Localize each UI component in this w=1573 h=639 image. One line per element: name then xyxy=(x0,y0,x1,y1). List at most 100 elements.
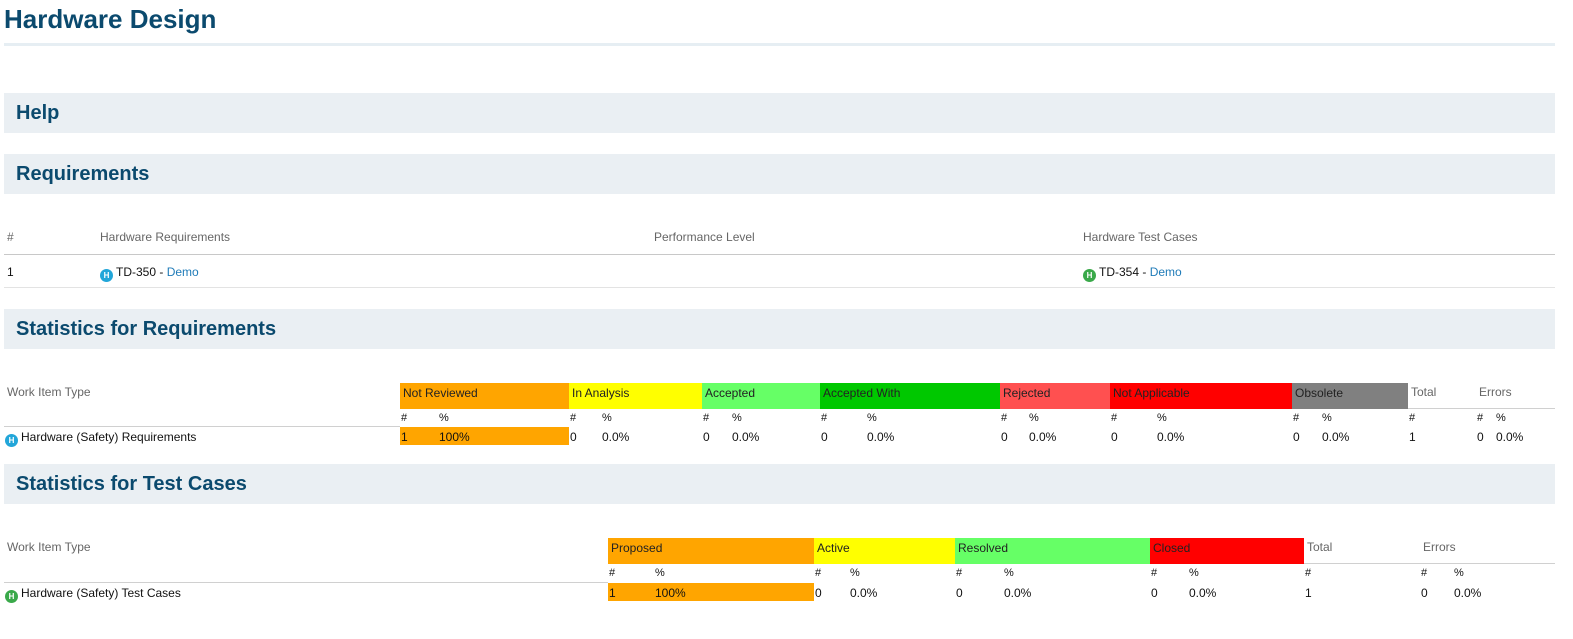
hardware-requirement-icon: H xyxy=(5,434,18,447)
req-errors-pct: 0.0% xyxy=(1496,430,1524,444)
requirement-id: TD-350 xyxy=(116,265,157,279)
req-err-pct-label: % xyxy=(1496,412,1506,424)
req-status-rejected-header: Rejected xyxy=(1000,383,1110,409)
tc-closed-pct: 0.0% xyxy=(1189,586,1217,600)
req-not-applicable-count: 0 xyxy=(1111,430,1118,444)
req-status-not-reviewed-header: Not Reviewed xyxy=(400,383,569,409)
tc-errors-count: 0 xyxy=(1421,586,1428,600)
stats-test-cases-section-header[interactable]: Statistics for Test Cases xyxy=(4,464,1555,504)
col-header-performance-level: Performance Level xyxy=(654,230,755,244)
tc-errors-pct: 0.0% xyxy=(1454,586,1482,600)
test-case-separator: - xyxy=(1139,265,1150,279)
tc-resolved-pct: 0.0% xyxy=(1004,586,1032,600)
req-err-num-label: # xyxy=(1477,412,1484,424)
requirement-link[interactable]: Demo xyxy=(166,265,199,279)
col-header-hardware-test-cases: Hardware Test Cases xyxy=(1083,230,1198,244)
tc-active-pct: 0.0% xyxy=(850,586,878,600)
tc-status-active-header: Active xyxy=(814,538,955,564)
req-accepted-with-count: 0 xyxy=(821,430,828,444)
req-in-analysis-pct: 0.0% xyxy=(602,430,630,444)
tc-active-count: 0 xyxy=(815,586,822,600)
tc-err-num-label: # xyxy=(1421,567,1428,579)
req-not-reviewed-pct: 100% xyxy=(439,430,470,444)
req-stats-errors-header: Errors xyxy=(1479,385,1512,399)
req-acc-pct-label: % xyxy=(732,412,742,424)
req-accepted-with-pct: 0.0% xyxy=(867,430,895,444)
req-status-accepted-with-header: Accepted With xyxy=(820,383,1000,409)
req-not-reviewed-value-bar xyxy=(400,427,569,445)
tc-prop-pct-label: % xyxy=(655,567,665,579)
row-number: 1 xyxy=(7,265,14,279)
tc-resolved-count: 0 xyxy=(956,586,963,600)
tc-stats-row-label: H Hardware (Safety) Test Cases xyxy=(5,586,181,603)
requirement-separator: - xyxy=(156,265,167,279)
req-obsolete-count: 0 xyxy=(1293,430,1300,444)
tc-stats-header-divider xyxy=(1304,563,1555,564)
req-not-reviewed-count: 1 xyxy=(401,430,408,444)
req-obs-pct-label: % xyxy=(1322,412,1332,424)
tc-stats-row-divider xyxy=(4,582,608,583)
hardware-test-case-icon: H xyxy=(5,590,18,603)
test-case-cell: H TD-354 - Demo xyxy=(1083,265,1182,282)
req-rejected-pct: 0.0% xyxy=(1029,430,1057,444)
test-case-link[interactable]: Demo xyxy=(1149,265,1182,279)
req-acc-num-label: # xyxy=(703,412,710,424)
req-stats-header-divider xyxy=(1408,408,1555,409)
tc-resolved-num-label: # xyxy=(956,567,963,579)
req-aw-num-label: # xyxy=(821,412,828,424)
test-case-id: TD-354 xyxy=(1099,265,1140,279)
req-obs-num-label: # xyxy=(1293,412,1300,424)
tc-proposed-count: 1 xyxy=(609,586,616,600)
req-obsolete-pct: 0.0% xyxy=(1322,430,1350,444)
req-rej-pct-label: % xyxy=(1029,412,1039,424)
tc-proposed-value-bar xyxy=(608,583,814,601)
requirement-cell: H TD-350 - Demo xyxy=(100,265,199,282)
table-header-divider xyxy=(4,254,1555,255)
req-total-value: 1 xyxy=(1409,430,1416,444)
tc-active-num-label: # xyxy=(815,567,822,579)
tc-stats-work-item-type-label: Work Item Type xyxy=(7,540,91,554)
req-stats-row-text: Hardware (Safety) Requirements xyxy=(21,430,197,444)
req-nr-num-label: # xyxy=(401,412,408,424)
req-na-pct-label: % xyxy=(1157,412,1167,424)
tc-prop-num-label: # xyxy=(609,567,616,579)
tc-proposed-pct: 100% xyxy=(655,586,686,600)
req-stats-total-header: Total xyxy=(1411,385,1437,399)
help-heading: Help xyxy=(16,101,60,124)
tc-status-closed-header: Closed xyxy=(1150,538,1304,564)
hardware-test-case-icon: H xyxy=(1083,269,1096,282)
req-stats-row-divider xyxy=(4,426,400,427)
req-accepted-pct: 0.0% xyxy=(732,430,760,444)
tc-stats-row-text: Hardware (Safety) Test Cases xyxy=(21,586,181,600)
tc-stats-total-header: Total xyxy=(1307,540,1333,554)
page-title: Hardware Design xyxy=(4,4,217,34)
tc-err-pct-label: % xyxy=(1454,567,1464,579)
req-rejected-count: 0 xyxy=(1001,430,1008,444)
tc-resolved-pct-label: % xyxy=(1004,567,1014,579)
tc-closed-num-label: # xyxy=(1151,567,1158,579)
title-divider xyxy=(4,43,1555,46)
req-accepted-count: 0 xyxy=(703,430,710,444)
stats-requirements-section-header[interactable]: Statistics for Requirements xyxy=(4,309,1555,349)
table-row-divider xyxy=(4,287,1555,288)
help-section-header[interactable]: Help xyxy=(4,93,1555,133)
tc-stats-errors-header: Errors xyxy=(1423,540,1456,554)
req-status-accepted-header: Accepted xyxy=(702,383,820,409)
requirements-section-header[interactable]: Requirements xyxy=(4,154,1555,194)
hardware-requirement-icon: H xyxy=(100,269,113,282)
tc-closed-count: 0 xyxy=(1151,586,1158,600)
tc-active-pct-label: % xyxy=(850,567,860,579)
req-status-obsolete-header: Obsolete xyxy=(1292,383,1408,409)
req-aw-pct-label: % xyxy=(867,412,877,424)
stats-test-cases-heading: Statistics for Test Cases xyxy=(16,472,247,495)
req-errors-count: 0 xyxy=(1477,430,1484,444)
req-in-analysis-count: 0 xyxy=(570,430,577,444)
tc-total-num-label: # xyxy=(1305,567,1312,579)
requirements-heading: Requirements xyxy=(16,162,150,185)
req-stats-row-label: H Hardware (Safety) Requirements xyxy=(5,430,196,447)
tc-total-value: 1 xyxy=(1305,586,1312,600)
tc-status-resolved-header: Resolved xyxy=(955,538,1150,564)
stats-requirements-heading: Statistics for Requirements xyxy=(16,317,277,340)
col-header-hardware-requirements: Hardware Requirements xyxy=(100,230,231,244)
req-status-not-applicable-header: Not Applicable xyxy=(1110,383,1292,409)
